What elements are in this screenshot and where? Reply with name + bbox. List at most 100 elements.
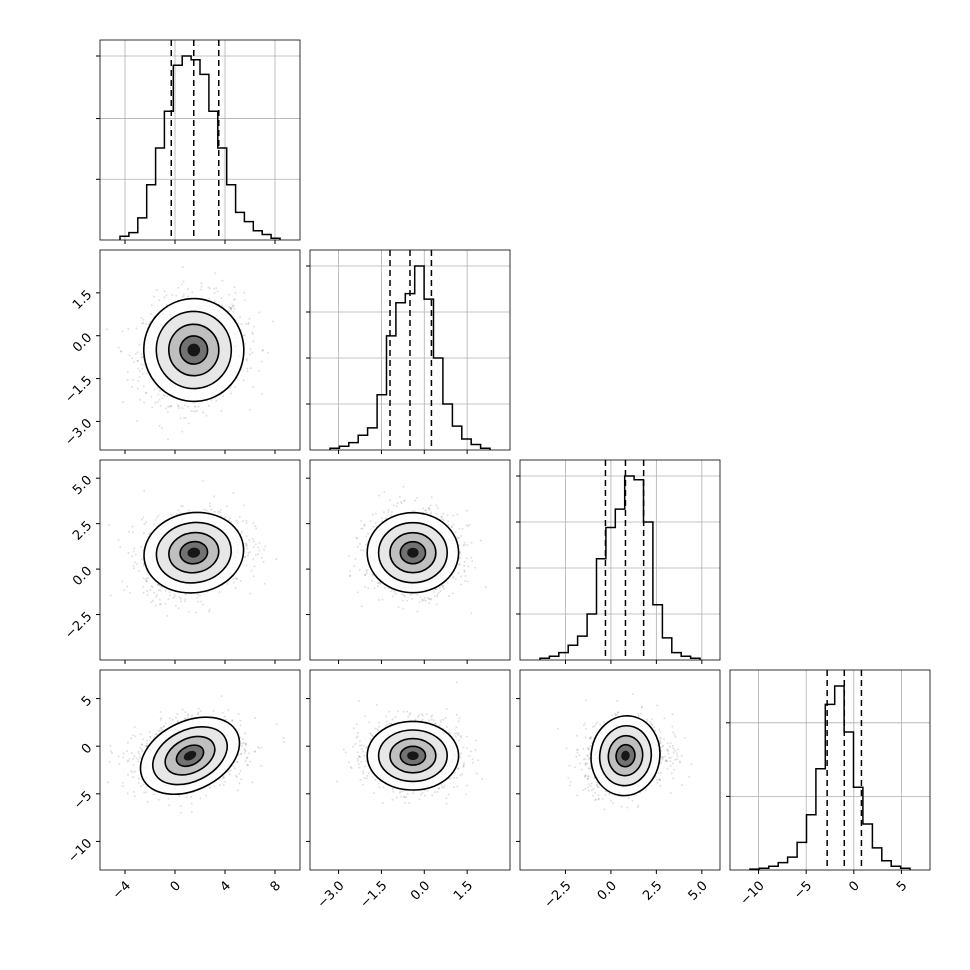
sample-point <box>246 367 249 370</box>
sample-point <box>248 551 251 554</box>
density-contour <box>366 511 460 594</box>
sample-point <box>356 537 359 540</box>
sample-point <box>247 554 249 557</box>
sample-point <box>131 378 134 381</box>
sample-point <box>452 523 455 526</box>
sample-point <box>142 564 145 567</box>
sample-point <box>134 553 137 556</box>
sample-point <box>180 600 182 603</box>
sample-point <box>410 594 412 596</box>
sample-point <box>264 545 267 548</box>
sample-point <box>275 558 278 561</box>
sample-point <box>185 796 188 799</box>
density-layer <box>107 695 286 814</box>
sample-point <box>132 757 135 760</box>
sample-point <box>209 505 212 508</box>
sample-point <box>459 552 462 555</box>
sample-point <box>394 592 397 595</box>
sample-point <box>400 502 403 505</box>
sample-point <box>142 322 145 324</box>
sample-point <box>228 305 231 308</box>
sample-point <box>465 557 468 560</box>
sample-point <box>416 593 419 596</box>
sample-point <box>242 504 245 507</box>
sample-point <box>144 744 147 747</box>
sample-point <box>245 535 248 538</box>
sample-point <box>131 555 134 558</box>
sample-point <box>176 513 178 515</box>
sample-point <box>458 563 461 566</box>
sample-point <box>451 592 454 595</box>
sample-point <box>260 746 263 749</box>
sample-point <box>254 553 257 556</box>
sample-point <box>151 599 154 602</box>
sample-point <box>111 752 113 754</box>
sample-point <box>190 410 193 413</box>
sample-point <box>246 544 249 547</box>
density-contour <box>143 511 245 594</box>
sample-point <box>177 509 180 512</box>
sample-point <box>168 804 171 807</box>
sample-point <box>165 294 168 297</box>
sample-point <box>419 596 422 599</box>
sample-point <box>262 348 265 351</box>
sample-point <box>176 404 179 407</box>
sample-point <box>222 395 225 398</box>
sample-point <box>217 510 220 513</box>
sample-point <box>223 715 226 718</box>
sample-point <box>257 546 260 549</box>
sample-point <box>199 797 202 800</box>
sample-point <box>145 580 148 583</box>
sample-point <box>239 580 242 582</box>
scatter-panel-2-0 <box>96 459 301 664</box>
sample-point <box>158 598 161 601</box>
sample-point <box>440 516 443 518</box>
sample-point <box>258 311 261 314</box>
sample-point <box>429 513 432 515</box>
sample-point <box>203 508 206 511</box>
sample-point <box>424 600 427 602</box>
sample-point <box>365 543 367 546</box>
sample-point <box>374 512 377 515</box>
sample-point <box>470 612 473 615</box>
sample-point <box>377 585 380 588</box>
sample-point <box>136 359 139 362</box>
sample-point <box>119 546 122 549</box>
sample-point <box>140 353 143 356</box>
sample-point <box>231 305 234 308</box>
sample-point <box>230 521 233 524</box>
sample-point <box>209 787 212 789</box>
density-contour <box>168 531 220 574</box>
sample-point <box>177 405 180 408</box>
sample-point <box>401 593 404 596</box>
sample-point <box>210 508 213 511</box>
sample-point <box>354 557 357 560</box>
sample-point <box>168 591 171 593</box>
density-layer <box>100 266 274 441</box>
sample-point <box>438 586 441 589</box>
sample-point <box>132 764 135 767</box>
sample-point <box>159 711 162 713</box>
sample-point <box>428 601 431 604</box>
sample-point <box>201 603 204 606</box>
sample-point <box>162 394 165 396</box>
sample-point <box>428 598 430 601</box>
sample-point <box>228 773 231 776</box>
sample-point <box>129 591 131 594</box>
sample-point <box>145 742 148 745</box>
sample-point <box>198 594 201 597</box>
sample-point <box>172 596 175 599</box>
hist-panel-2 <box>516 459 721 664</box>
sample-point <box>182 280 185 283</box>
sample-point <box>181 708 184 711</box>
sample-point <box>141 750 144 753</box>
sample-point <box>365 535 368 538</box>
sample-point <box>236 522 239 525</box>
sample-point <box>450 526 453 529</box>
sample-point <box>156 401 159 404</box>
sample-point <box>128 354 131 357</box>
sample-point <box>228 310 231 313</box>
sample-point <box>160 586 163 589</box>
sample-point <box>142 738 145 741</box>
sample-point <box>159 404 162 407</box>
